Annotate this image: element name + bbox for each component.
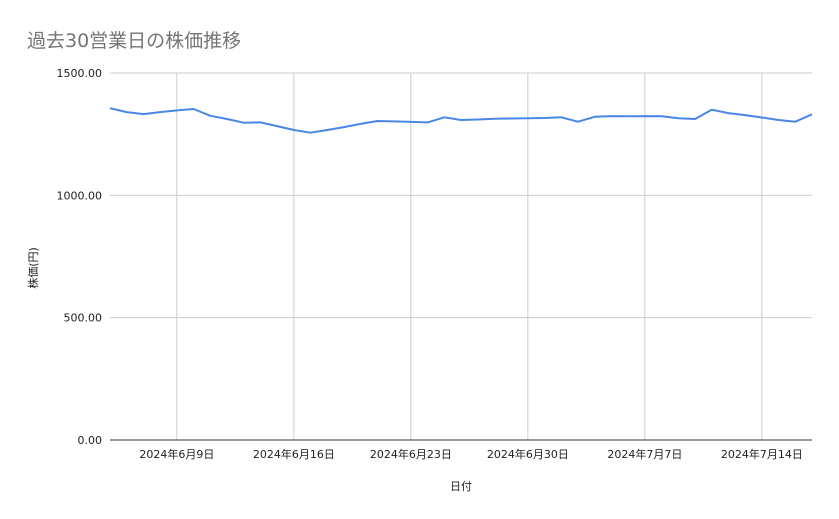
x-tick-label: 2024年6月16日 [253, 447, 335, 461]
y-tick-label: 1000.00 [57, 189, 103, 202]
y-tick-label: 1500.00 [57, 67, 103, 80]
x-tick-label: 2024年6月9日 [139, 447, 214, 461]
x-tick-label: 2024年7月7日 [607, 447, 682, 461]
chart-title: 過去30営業日の株価推移 [27, 30, 242, 52]
series-line [109, 107, 813, 134]
x-tick-label: 2024年7月14日 [721, 447, 803, 461]
x-tick-label: 2024年6月30日 [487, 447, 569, 461]
x-tick-label: 2024年6月23日 [370, 447, 452, 461]
y-axis-label: 株価(円) [26, 247, 40, 289]
y-tick-label: 500.00 [64, 312, 103, 325]
x-axis-label: 日付 [450, 480, 472, 493]
y-tick-label: 0.00 [78, 434, 103, 447]
